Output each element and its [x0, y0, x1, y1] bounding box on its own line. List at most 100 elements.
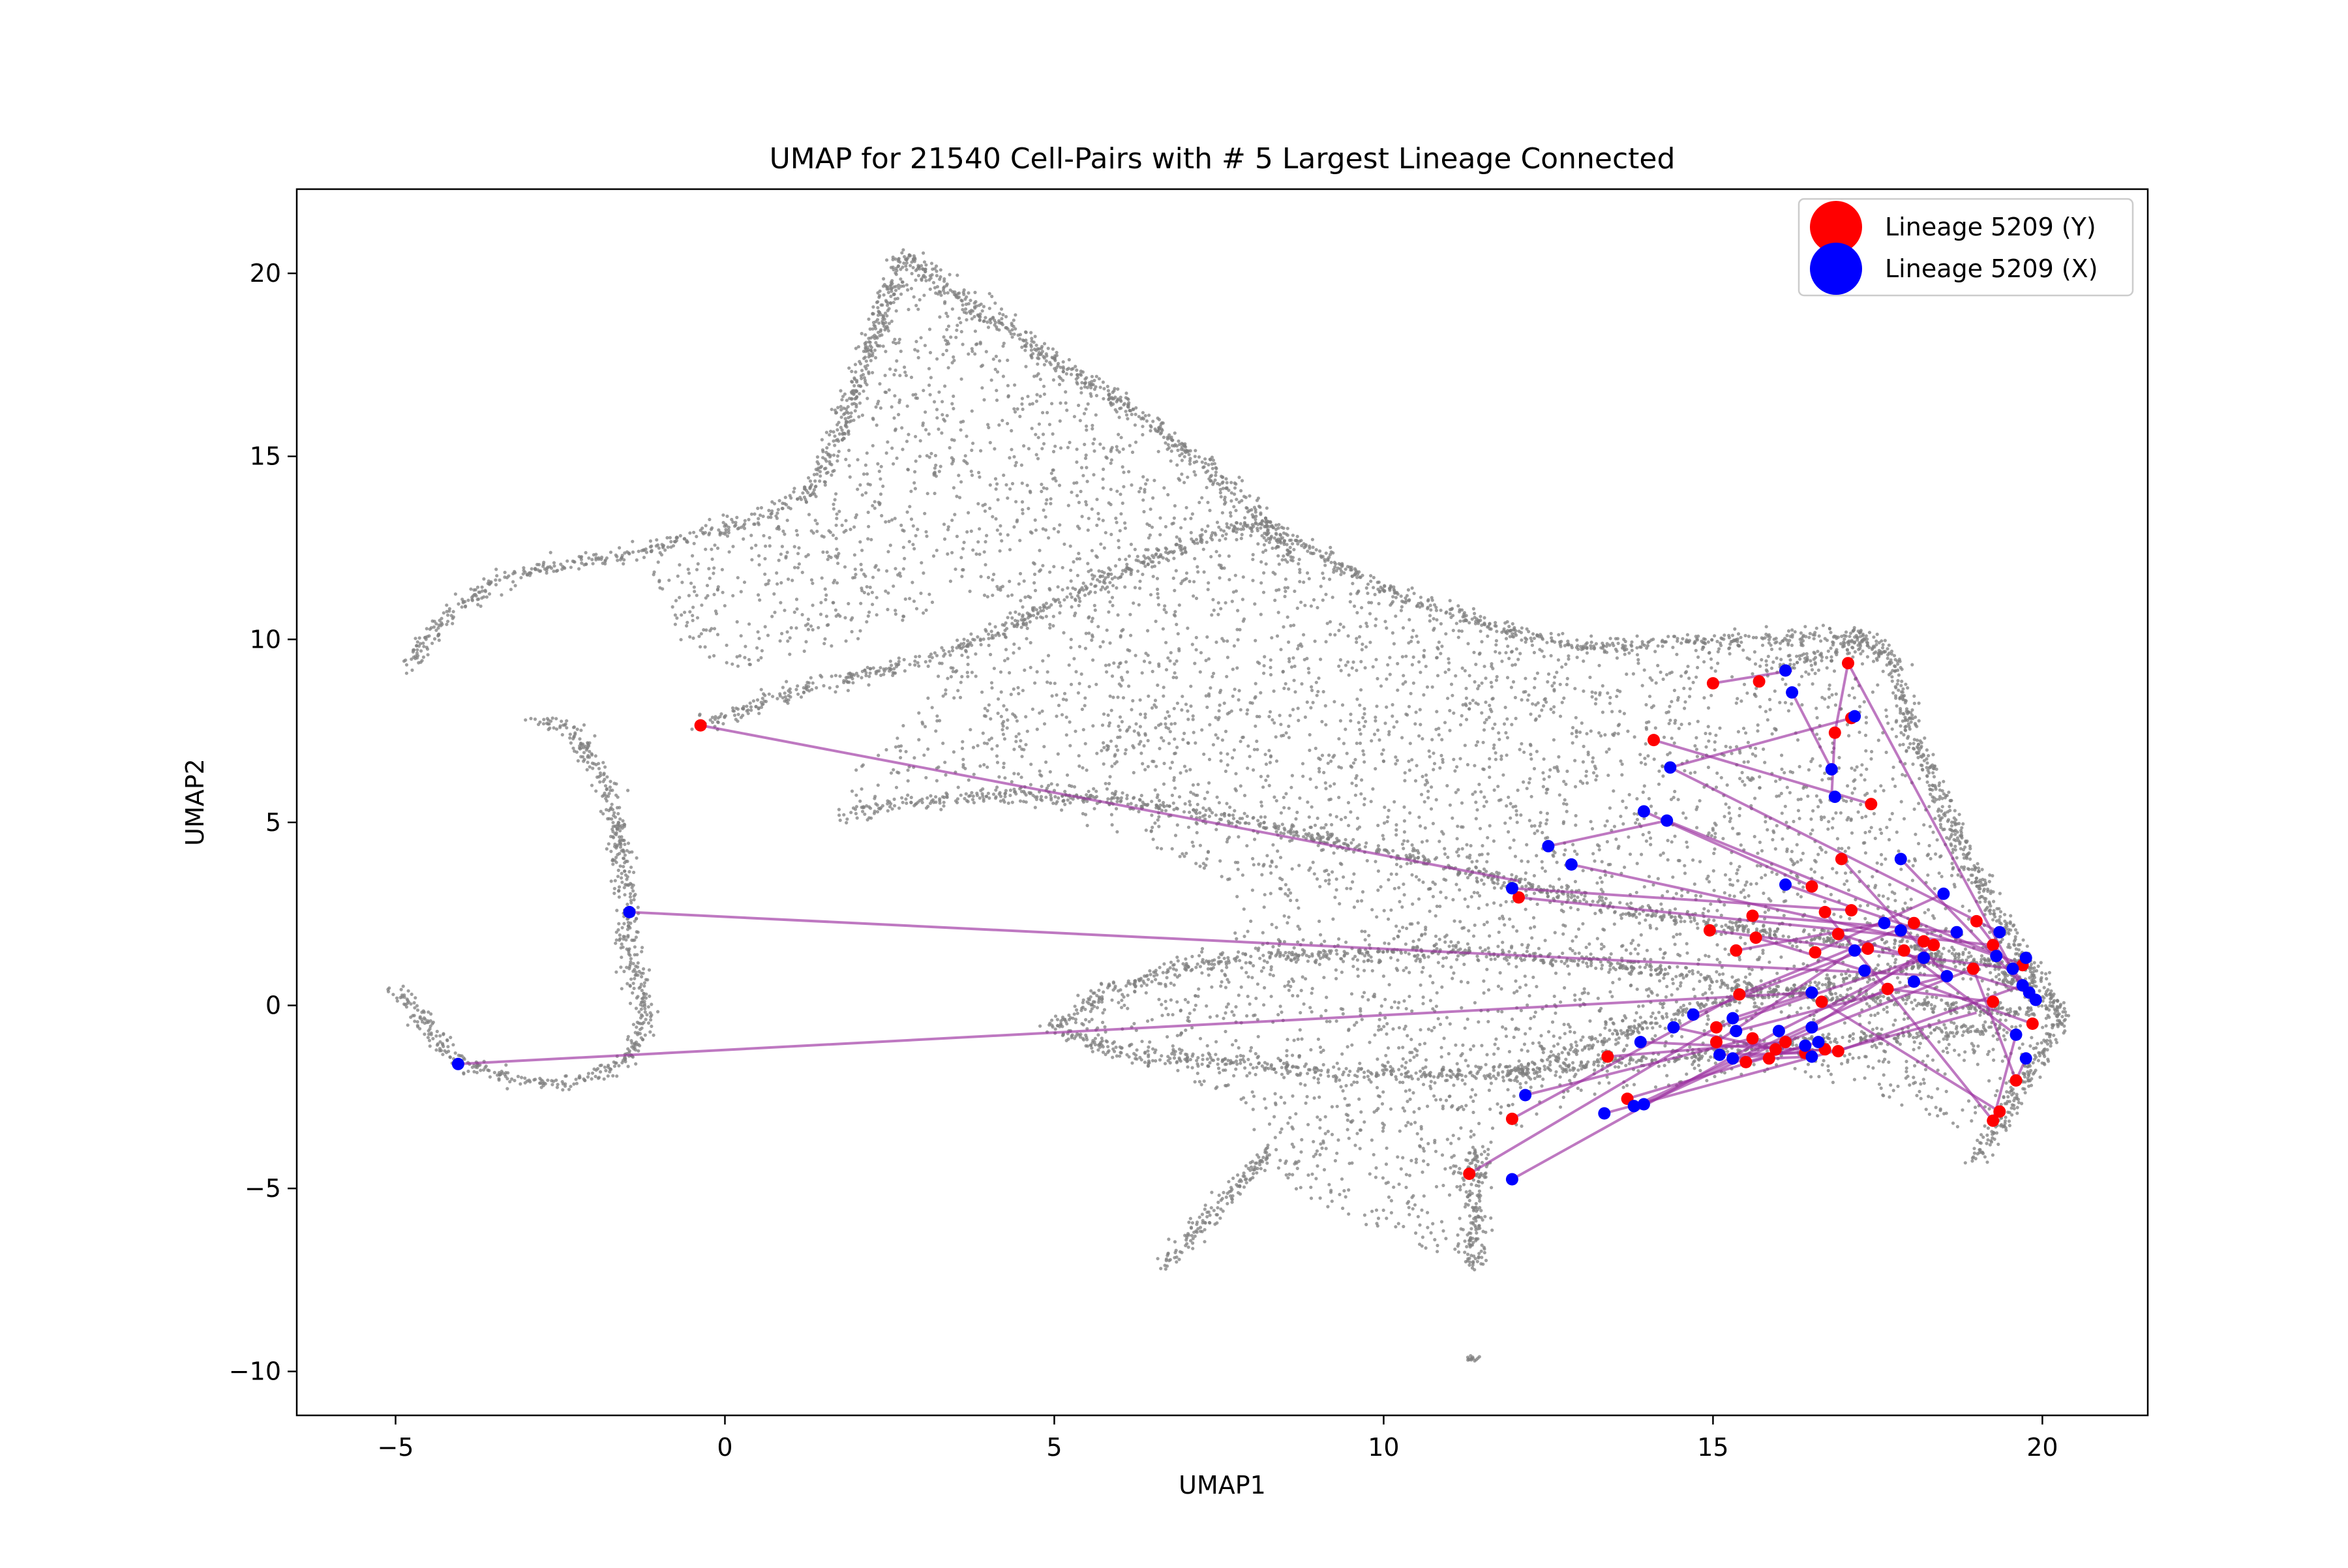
background-point [1469, 1095, 1473, 1099]
background-point [1732, 894, 1736, 898]
background-point [1097, 988, 1101, 992]
background-point [1214, 550, 1218, 554]
background-point [883, 374, 887, 378]
background-point [1421, 881, 1425, 884]
background-point [1374, 767, 1377, 771]
background-point [890, 518, 894, 522]
background-point [1377, 958, 1381, 962]
background-point [1411, 681, 1415, 685]
background-point [1076, 382, 1079, 386]
background-point [1002, 765, 1006, 770]
background-point [1252, 768, 1256, 772]
background-point [1124, 558, 1128, 562]
background-point [1127, 470, 1131, 474]
background-point [1249, 919, 1253, 923]
background-point [1764, 873, 1768, 877]
background-point [951, 669, 955, 674]
background-point [1481, 767, 1485, 771]
background-point [1236, 860, 1240, 864]
background-point [1143, 488, 1147, 492]
background-point [1941, 1049, 1945, 1053]
background-point [1233, 931, 1237, 935]
background-point [1885, 714, 1889, 718]
background-point [1563, 798, 1567, 802]
background-point [916, 528, 920, 532]
background-point [946, 525, 950, 529]
background-point [1193, 1080, 1197, 1084]
background-point [1363, 938, 1367, 942]
background-point [1440, 644, 1444, 648]
background-point [1066, 445, 1070, 449]
background-point [1306, 800, 1310, 804]
background-point [1813, 671, 1817, 676]
background-point [1259, 691, 1263, 695]
background-point [1388, 656, 1392, 659]
background-point [1683, 700, 1687, 704]
background-point [1016, 407, 1019, 411]
background-point [1381, 1090, 1385, 1094]
background-point [1298, 796, 1302, 800]
background-point [1406, 1034, 1409, 1038]
background-point [1961, 977, 1965, 981]
background-point [1460, 629, 1464, 633]
background-point [1077, 557, 1082, 561]
background-point [1337, 937, 1341, 941]
background-point [1078, 419, 1082, 423]
background-point [1001, 419, 1004, 423]
background-point [1083, 646, 1087, 650]
background-point [1565, 682, 1569, 687]
background-point [1312, 872, 1316, 876]
background-point [1524, 676, 1528, 680]
background-point [1389, 872, 1393, 876]
background-point [1377, 601, 1381, 606]
background-point [1469, 895, 1473, 899]
background-point [1657, 1010, 1661, 1014]
background-point [1917, 802, 1921, 806]
background-point [1264, 1106, 1268, 1110]
background-point [973, 290, 977, 294]
background-point [1976, 1063, 1979, 1066]
background-point [1380, 752, 1384, 756]
background-point [1889, 1083, 1893, 1087]
background-point [1331, 596, 1334, 599]
background-point [1642, 885, 1646, 889]
background-point [944, 692, 948, 696]
background-point [1477, 906, 1481, 911]
background-point [1713, 821, 1717, 825]
background-point [1881, 1060, 1885, 1064]
background-point [1615, 656, 1619, 660]
background-point [1686, 665, 1690, 669]
background-point [1101, 1011, 1105, 1015]
background-point [1409, 1122, 1413, 1126]
background-point [1148, 661, 1152, 665]
background-point [1882, 789, 1886, 792]
background-point [1633, 947, 1637, 951]
background-point [1237, 993, 1241, 997]
background-point [1526, 698, 1529, 702]
background-point [1820, 695, 1824, 699]
background-point [1202, 1079, 1206, 1083]
background-point [1496, 944, 1500, 948]
background-point [1376, 728, 1380, 732]
background-point [1633, 735, 1636, 739]
background-point [914, 340, 918, 344]
background-point [1386, 1181, 1390, 1184]
background-point [1531, 1041, 1535, 1045]
background-point [1411, 1194, 1415, 1198]
background-point [1119, 436, 1123, 440]
background-point [1582, 744, 1586, 748]
background-point [1600, 880, 1604, 884]
background-point [1581, 869, 1585, 873]
background-point [1320, 719, 1324, 723]
background-point [1681, 811, 1685, 815]
background-point [1193, 661, 1197, 665]
background-point [1520, 638, 1524, 642]
background-point [980, 690, 984, 694]
background-point [1438, 766, 1442, 770]
background-point [1355, 774, 1359, 777]
background-point [1249, 534, 1253, 537]
background-point [946, 528, 950, 532]
background-point [884, 747, 888, 752]
background-point [1146, 1064, 1150, 1068]
background-point [878, 502, 882, 505]
